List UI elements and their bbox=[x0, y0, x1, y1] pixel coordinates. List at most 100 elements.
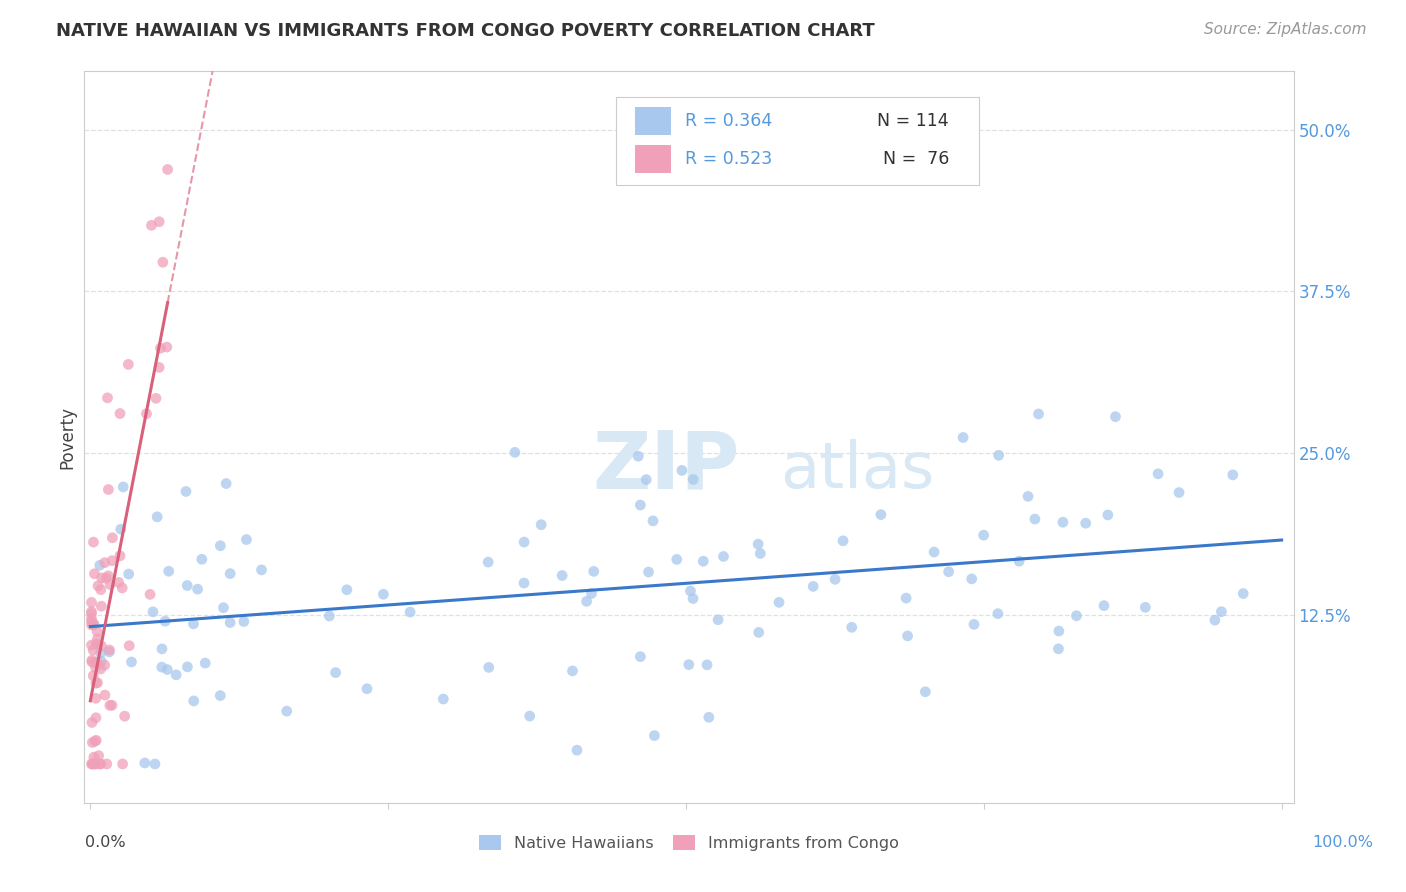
Point bbox=[89, 756, 111, 771]
Point bbox=[952, 430, 974, 444]
Point bbox=[98, 643, 121, 657]
Point bbox=[1047, 624, 1070, 638]
Point bbox=[110, 522, 132, 536]
Point bbox=[209, 689, 232, 703]
Point bbox=[148, 360, 170, 375]
Point bbox=[84, 711, 107, 725]
Point bbox=[671, 463, 693, 477]
Point bbox=[1047, 641, 1070, 656]
Point bbox=[212, 600, 235, 615]
Point bbox=[637, 565, 659, 579]
Point bbox=[183, 694, 205, 708]
Point bbox=[325, 665, 347, 680]
Point bbox=[87, 748, 110, 763]
Point bbox=[83, 566, 105, 581]
Point bbox=[432, 692, 454, 706]
Point bbox=[219, 615, 242, 630]
Point bbox=[565, 743, 588, 757]
Point bbox=[84, 733, 107, 747]
Point bbox=[1097, 508, 1119, 522]
Point bbox=[235, 533, 257, 547]
Point bbox=[80, 638, 103, 652]
Point bbox=[117, 358, 139, 372]
Point bbox=[82, 756, 104, 771]
Point bbox=[80, 605, 103, 619]
Point bbox=[513, 535, 536, 549]
Point bbox=[356, 681, 378, 696]
FancyBboxPatch shape bbox=[616, 97, 979, 185]
Text: N = 114: N = 114 bbox=[877, 112, 949, 130]
Point bbox=[80, 653, 103, 667]
Point bbox=[963, 617, 986, 632]
Point bbox=[134, 756, 156, 770]
Point bbox=[86, 624, 108, 639]
Point bbox=[114, 709, 136, 723]
Point bbox=[98, 645, 121, 659]
Point bbox=[696, 657, 718, 672]
Point bbox=[1232, 586, 1254, 600]
Point bbox=[692, 554, 714, 568]
Point bbox=[145, 392, 167, 406]
Point bbox=[118, 639, 141, 653]
Point bbox=[90, 639, 112, 653]
Point bbox=[1104, 409, 1126, 424]
Point bbox=[98, 698, 121, 713]
Point bbox=[84, 756, 107, 771]
Point bbox=[142, 605, 165, 619]
Point bbox=[232, 615, 254, 629]
Point bbox=[987, 607, 1010, 621]
Point bbox=[80, 655, 103, 669]
Point bbox=[1008, 554, 1031, 568]
Point bbox=[141, 219, 163, 233]
Point bbox=[90, 582, 112, 597]
Point bbox=[561, 664, 583, 678]
Point bbox=[187, 582, 209, 596]
Point bbox=[139, 587, 162, 601]
Point bbox=[219, 566, 242, 581]
Point bbox=[86, 637, 108, 651]
Point bbox=[678, 657, 700, 672]
Point bbox=[191, 552, 214, 566]
Point bbox=[101, 698, 124, 713]
Point bbox=[152, 255, 174, 269]
Legend: Native Hawaiians, Immigrants from Congo: Native Hawaiians, Immigrants from Congo bbox=[472, 828, 905, 857]
Point bbox=[94, 571, 117, 585]
Point bbox=[90, 646, 112, 660]
Point bbox=[97, 569, 120, 583]
Point bbox=[477, 555, 499, 569]
Point bbox=[551, 568, 574, 582]
Point bbox=[513, 576, 536, 591]
Point bbox=[1028, 407, 1050, 421]
Point bbox=[1222, 467, 1244, 482]
Point bbox=[86, 637, 108, 651]
Point bbox=[90, 571, 112, 585]
Point bbox=[628, 498, 651, 512]
Point bbox=[1017, 489, 1039, 503]
Point bbox=[121, 655, 143, 669]
Point bbox=[156, 340, 179, 354]
Point bbox=[80, 612, 103, 626]
Point bbox=[153, 614, 176, 628]
Point bbox=[665, 552, 688, 566]
Point bbox=[519, 709, 541, 723]
Point bbox=[636, 473, 658, 487]
Point bbox=[82, 735, 104, 749]
Point bbox=[90, 654, 112, 668]
Point bbox=[373, 587, 395, 601]
Point bbox=[641, 514, 664, 528]
Point bbox=[82, 669, 104, 683]
Point bbox=[156, 663, 179, 677]
Point bbox=[682, 591, 704, 606]
Point bbox=[84, 660, 107, 674]
Point bbox=[82, 535, 104, 549]
Point bbox=[97, 483, 120, 497]
Point bbox=[98, 577, 121, 591]
Point bbox=[478, 660, 501, 674]
Point bbox=[707, 613, 730, 627]
Point bbox=[108, 549, 131, 563]
Point bbox=[146, 509, 169, 524]
Point bbox=[94, 556, 117, 570]
Point bbox=[973, 528, 995, 542]
Point bbox=[575, 594, 598, 608]
Point bbox=[628, 649, 651, 664]
